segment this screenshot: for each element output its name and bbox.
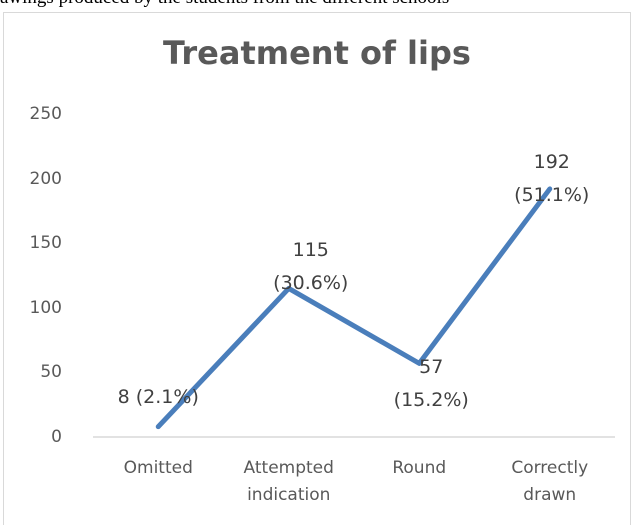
- x-tick-label: Attempted indication: [243, 458, 334, 505]
- x-tick-label: Round: [392, 458, 447, 478]
- data-label: 115 (30.6%): [273, 239, 349, 295]
- data-label: 8 (2.1%): [117, 385, 199, 408]
- y-tick-label: 50: [40, 362, 62, 383]
- y-tick-label: 100: [29, 297, 62, 318]
- x-tick-label: Omitted: [123, 458, 193, 478]
- data-label: 192 (51.1%): [514, 150, 590, 206]
- y-tick-label: 0: [51, 427, 62, 447]
- x-tick-label: Correctly drawn: [511, 458, 589, 505]
- caption: awings produced by the students from the…: [0, 0, 449, 9]
- y-tick-label: 200: [29, 168, 62, 189]
- y-tick-label: 150: [29, 233, 62, 254]
- data-label: 57 (15.2%): [393, 356, 469, 412]
- chart-border: [3, 12, 631, 525]
- chart-title: Treatment of lips: [163, 34, 471, 72]
- line: [155, 186, 553, 430]
- y-tick-label: 250: [29, 104, 62, 124]
